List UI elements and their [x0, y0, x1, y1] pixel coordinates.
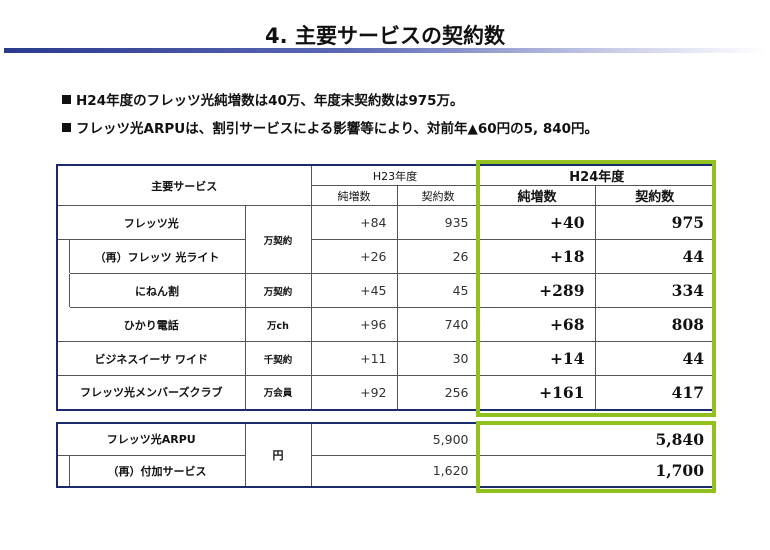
h23-net-header: 純増数 [310, 185, 398, 206]
h23-total-value: 45 [396, 273, 480, 308]
arpu-h23-value: 5,900 [310, 422, 480, 456]
page-title: 4. 主要サービスの契約数 [265, 24, 505, 48]
h24-total-value: 44 [594, 341, 716, 376]
h24-total-value: 417 [594, 375, 716, 410]
services-table: 主要サービス H23年度 H24年度 純増数 契約数 純増数 契約数 フレッツ光… [56, 164, 717, 411]
table-row: （再）付加サービス 1,620 1,700 [56, 454, 716, 488]
h23-net-value: +92 [310, 375, 398, 410]
h24-net-header: 純増数 [478, 185, 596, 206]
h23-net-value: +45 [310, 273, 398, 308]
h24-net-value: +289 [478, 273, 596, 308]
table-row: フレッツ光ARPU 円 5,900 5,840 [56, 422, 716, 488]
h23-total-value: 30 [396, 341, 480, 376]
h23-total-value: 935 [396, 205, 480, 240]
service-name: にねん割 [68, 273, 246, 308]
bullet-item: フレッツ光ARPUは、割引サービスによる影響等により、対前年▲60円の5, 84… [62, 116, 598, 138]
unit-label: 万契約 [244, 205, 312, 274]
h23-net-value: +11 [310, 341, 398, 376]
table-row: （再）フレッツ 光ライト +26 26 +18 44 [56, 239, 716, 274]
service-name: フレッツ光メンバーズクラブ [56, 375, 246, 410]
arpu-table: フレッツ光ARPU 円 5,900 5,840 （再）付加サービス 1,620 … [56, 422, 717, 488]
unit-label: 万契約 [244, 273, 312, 308]
header-h24: H24年度 [478, 164, 716, 186]
unit-label: 千契約 [244, 341, 312, 376]
bullet-text: H24年度のフレッツ光純増数は40万、年度末契約数は975万。 [76, 93, 464, 109]
h23-net-value: +96 [310, 307, 398, 342]
h23-net-value: +26 [310, 239, 398, 274]
summary-bullets: H24年度のフレッツ光純増数は40万、年度末契約数は975万。 フレッツ光ARP… [62, 88, 598, 144]
h23-total-value: 26 [396, 239, 480, 274]
arpu-unit: 円 [244, 422, 312, 488]
table-row: フレッツ光 万契約 +84 935 +40 975 [56, 205, 716, 274]
table-row: ひかり電話 万ch +96 740 +68 808 [56, 307, 716, 342]
arpu-h24-value: 5,840 [478, 422, 716, 456]
h24-contracts-header: 契約数 [594, 185, 716, 206]
h23-total-value: 256 [396, 375, 480, 410]
square-bullet-icon [62, 122, 71, 132]
service-name: ひかり電話 [56, 307, 246, 342]
indent-spacer [56, 239, 70, 274]
h24-net-value: +68 [478, 307, 596, 342]
h24-total-value: 44 [594, 239, 716, 274]
h23-total-value: 740 [396, 307, 480, 342]
h24-total-value: 334 [594, 273, 716, 308]
h24-total-value: 975 [594, 205, 716, 240]
h24-net-value: +161 [478, 375, 596, 410]
square-bullet-icon [62, 94, 71, 104]
indent-spacer [56, 273, 70, 308]
h24-total-value: 808 [594, 307, 716, 342]
h23-net-value: +84 [310, 205, 398, 240]
header-service: 主要サービス [56, 164, 312, 206]
h24-net-value: +40 [478, 205, 596, 240]
service-name: （再）フレッツ 光ライト [68, 239, 246, 274]
h24-net-value: +14 [478, 341, 596, 376]
bullet-text: フレッツ光ARPUは、割引サービスによる影響等により、対前年▲60円の5, 84… [76, 121, 599, 137]
unit-label: 万ch [244, 307, 312, 342]
h23-contracts-header: 契約数 [396, 185, 480, 206]
unit-label: 万会員 [244, 375, 312, 410]
arpu-h23-value: 1,620 [310, 454, 480, 488]
arpu-name: （再）付加サービス [68, 454, 246, 488]
table-row: フレッツ光メンバーズクラブ 万会員 +92 256 +161 417 [56, 375, 716, 410]
indent-spacer [56, 454, 70, 488]
header-h23: H23年度 [310, 164, 480, 186]
table-row: にねん割 万契約 +45 45 +289 334 [56, 273, 716, 308]
table-row: ビジネスイーサ ワイド 千契約 +11 30 +14 44 [56, 341, 716, 376]
arpu-name: フレッツ光ARPU [56, 422, 246, 456]
arpu-h24-value: 1,700 [478, 454, 716, 488]
service-name: ビジネスイーサ ワイド [56, 341, 246, 376]
service-name: フレッツ光 [56, 205, 246, 240]
bullet-item: H24年度のフレッツ光純増数は40万、年度末契約数は975万。 [62, 88, 598, 110]
h24-net-value: +18 [478, 239, 596, 274]
title-underline-bar [4, 48, 766, 53]
